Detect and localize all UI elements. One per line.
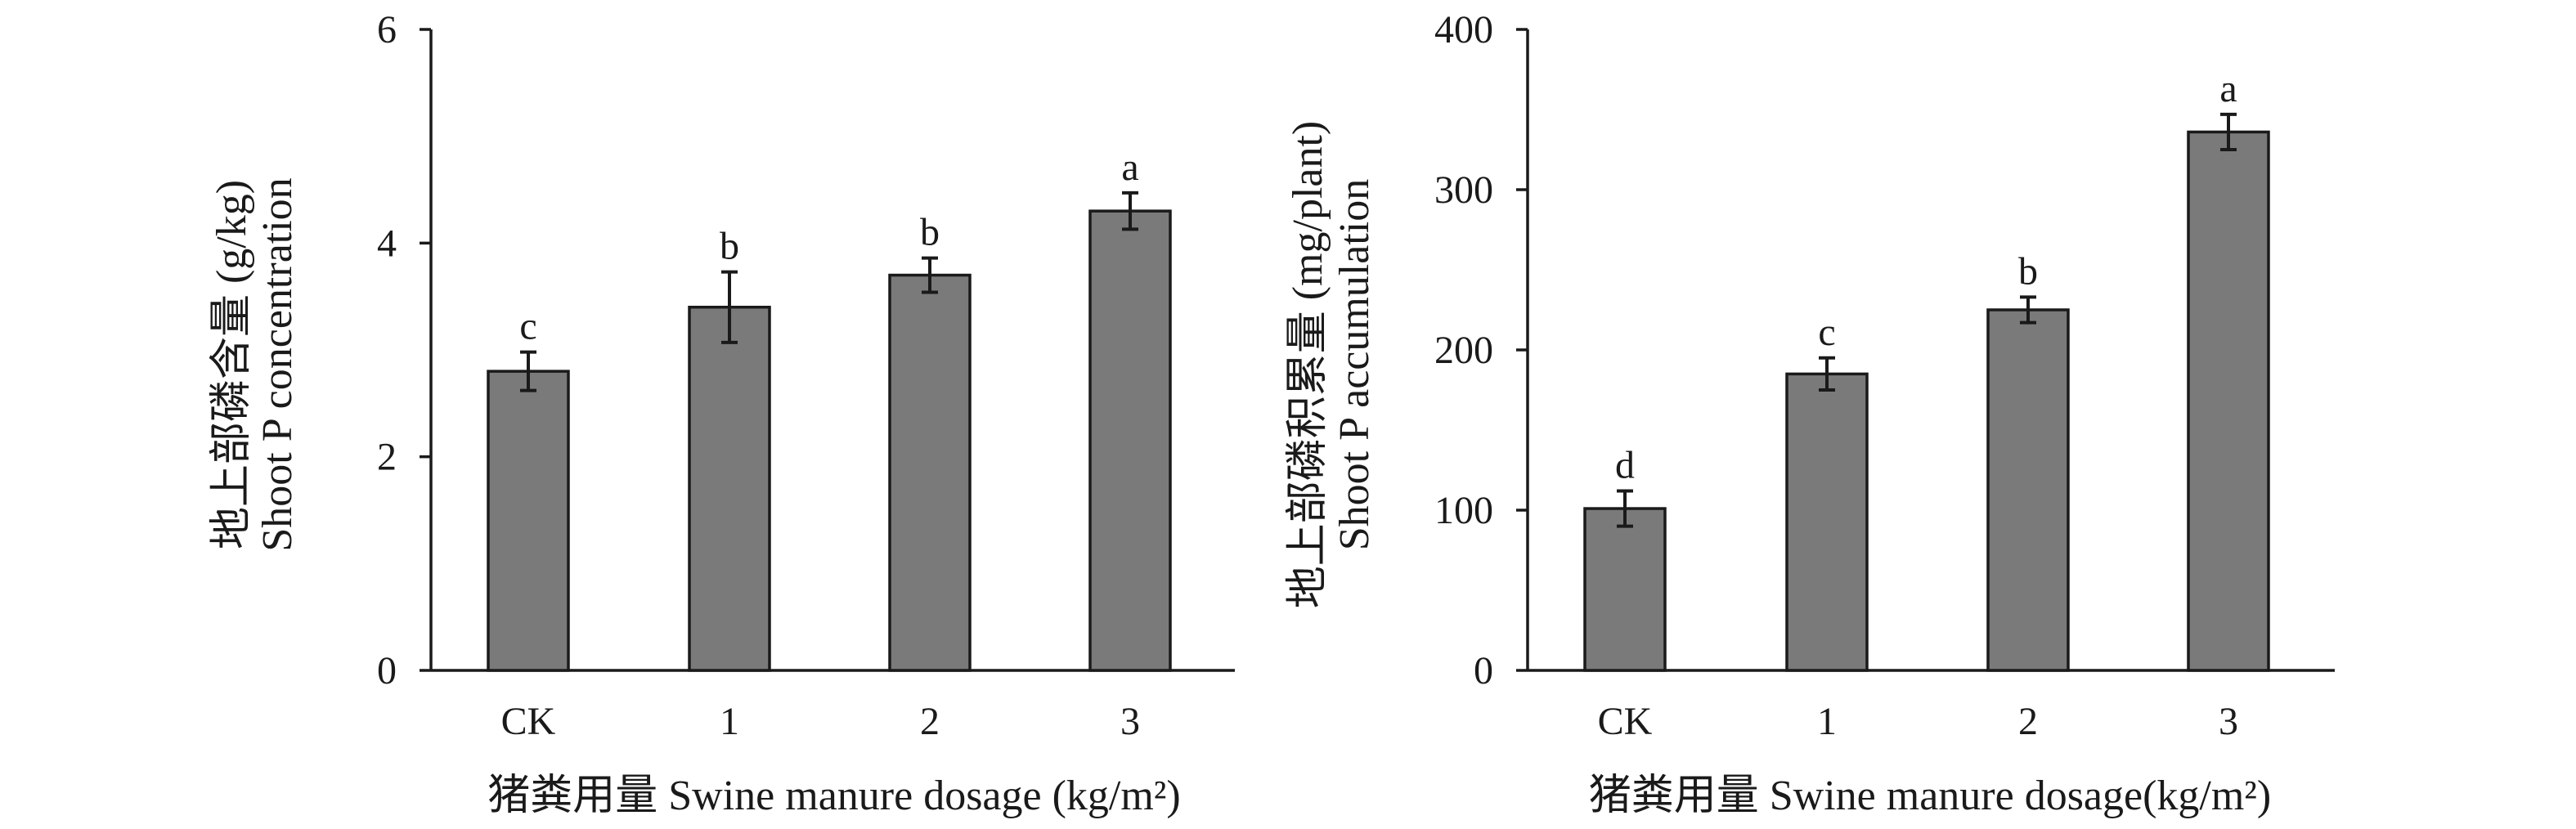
bar-2 (888, 273, 972, 672)
bar-3 (2187, 130, 2270, 672)
x-tick-label: 2 (2018, 700, 2038, 743)
bar-CK (487, 370, 570, 672)
y-tick-label: 0 (1474, 649, 1493, 692)
x-tick-label: 1 (720, 700, 739, 743)
significance-label: a (1121, 146, 1138, 189)
bar-3 (1088, 209, 1172, 672)
y-tick-label: 300 (1434, 168, 1493, 212)
y-tick-label: 100 (1434, 489, 1493, 532)
x-tick-label: 1 (1817, 700, 1837, 743)
y-tick-label: 2 (377, 436, 397, 479)
y-axis-title-en: Shoot P concentration (254, 177, 301, 551)
y-tick-label: 200 (1434, 329, 1493, 372)
bar-CK (1583, 507, 1667, 672)
x-tick-label: 3 (2219, 700, 2238, 743)
significance-label: c (1818, 311, 1835, 354)
x-axis-title: 猪粪用量 Swine manure dosage(kg/m²) (1589, 773, 2271, 819)
significance-label: b (720, 225, 739, 268)
x-tick-label: 2 (920, 700, 940, 743)
y-tick-label: 400 (1434, 8, 1493, 52)
significance-label: a (2219, 67, 2237, 110)
chart-shoot-p-concentration: 0 2 4 6 c CK b 1 b 2 a 3 地上部磷含量 (g/kg) Shoot P concen… (209, 8, 1235, 819)
significance-label: b (2018, 249, 2038, 293)
significance-label: c (519, 305, 536, 348)
y-tick-label: 4 (377, 222, 397, 265)
y-axis-title-zh: 地上部磷含量 (g/kg) (209, 180, 255, 549)
x-tick-label: CK (501, 700, 556, 743)
x-tick-label: CK (1598, 700, 1653, 743)
bar-2 (1986, 308, 2070, 672)
significance-label: d (1615, 443, 1635, 486)
y-tick-label: 0 (377, 649, 397, 692)
y-axis-title-en: Shoot P accumulation (1331, 179, 1378, 550)
bar-1 (1785, 372, 1869, 672)
bar-1 (688, 305, 771, 672)
x-axis-title: 猪粪用量 Swine manure dosage (kg/m²) (487, 773, 1180, 819)
chart-shoot-p-accumulation: 0 100 200 300 400 d CK c 1 b 2 a 3 地上部磷积累量 (mg/plant)… (1285, 8, 2335, 819)
x-tick-label: 3 (1120, 700, 1140, 743)
y-axis-title-zh: 地上部磷积累量 (mg/plant) (1285, 121, 1331, 609)
significance-label: b (920, 211, 940, 254)
y-tick-label: 6 (377, 8, 397, 52)
